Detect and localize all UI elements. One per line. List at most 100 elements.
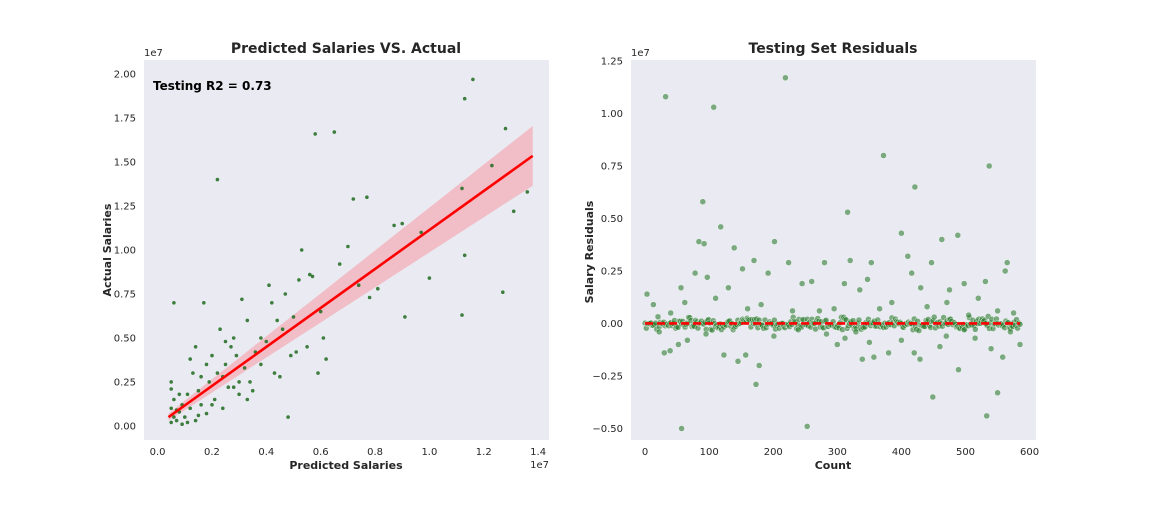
right-x-tick-label: 400 [892, 447, 911, 458]
left-x-ticks: 0.0 0.2 0.4 0.6 0.8 1.0 1.2 1.4 [150, 447, 546, 458]
data-point [490, 163, 494, 168]
data-point [169, 380, 173, 384]
residual-point [938, 236, 945, 243]
data-point [280, 327, 285, 332]
data-point [240, 297, 244, 302]
data-point [223, 362, 228, 367]
residual-point [876, 305, 883, 312]
residual-point [771, 238, 778, 245]
left-x-tick-label: 0.2 [204, 447, 220, 458]
right-x-tick-label: 100 [700, 447, 719, 458]
right-y-tick-label: 0.50 [601, 214, 623, 225]
data-point [245, 318, 250, 323]
residual-point [936, 343, 944, 350]
left-y-tick-label: 1.75 [114, 114, 136, 125]
residual-point [999, 353, 1006, 361]
data-point [313, 132, 318, 136]
left-chart-title: Predicted Salaries VS. Actual [231, 41, 461, 57]
left-y-tick-label: 2.00 [114, 70, 136, 81]
data-point [471, 77, 475, 82]
left-y-tick-label: 0.50 [114, 333, 136, 344]
data-point [196, 388, 201, 393]
data-point [460, 313, 464, 317]
data-point [215, 371, 220, 375]
data-point [286, 415, 290, 419]
data-point [462, 96, 467, 101]
data-point [234, 353, 239, 358]
data-point [270, 301, 274, 305]
data-point [267, 283, 271, 288]
residual-point [704, 274, 711, 281]
data-point [501, 290, 505, 295]
data-point [212, 397, 217, 402]
confidence-band [168, 126, 533, 421]
residual-point [856, 286, 863, 294]
residual-point [1002, 267, 1009, 275]
residual-point [734, 358, 742, 365]
left-y-tick-label: 0.00 [114, 421, 136, 432]
residual-point [808, 278, 815, 285]
right-x-axis-label: Count [815, 459, 852, 472]
data-point [169, 406, 173, 411]
right-x-tick-label: 500 [956, 447, 975, 458]
data-point [231, 385, 236, 390]
data-point [332, 130, 337, 134]
residual-point [859, 356, 866, 363]
residual-point [650, 301, 657, 308]
residual-point [971, 335, 979, 342]
predicted-vs-actual-chart: 0.0 0.2 0.4 0.6 0.8 1.0 1.2 1.4 0.00 0.25 0.50 0.7… [101, 41, 549, 472]
data-point [202, 301, 206, 305]
residual-point [744, 305, 751, 312]
residual-point [880, 152, 887, 159]
residual-point [1010, 309, 1017, 317]
data-point [210, 353, 214, 358]
left-y-ticks: 0.00 0.25 0.50 0.75 1.00 1.25 1.50 1.75 2.00 [114, 70, 136, 433]
residual-point [885, 349, 892, 357]
left-y-tick-label: 0.75 [114, 289, 136, 300]
residual-point [943, 332, 950, 340]
residual-point [654, 313, 662, 320]
residual-point [667, 309, 674, 317]
data-point [237, 380, 241, 384]
residual-point [943, 299, 951, 306]
residual-point [955, 366, 962, 373]
data-point [367, 295, 372, 300]
data-point [210, 403, 214, 407]
residual-point [841, 335, 849, 342]
residual-point [844, 208, 851, 216]
left-y-axis-label: Actual Salaries [101, 203, 114, 296]
right-y-tick-label: 1.25 [601, 57, 623, 68]
data-point [172, 415, 176, 419]
left-y-tick-label: 0.25 [114, 377, 136, 388]
regression-line-layer [167, 154, 534, 419]
residual-point [954, 232, 961, 239]
residual-point [1004, 259, 1011, 266]
left-y-offset-label: 1e7 [144, 48, 163, 59]
right-x-tick-label: 300 [828, 447, 847, 458]
data-point [215, 177, 220, 182]
residual-point [739, 265, 746, 273]
data-point [337, 262, 342, 266]
residual-point [868, 259, 875, 266]
residual-point [975, 295, 982, 302]
residual-point [908, 269, 915, 277]
data-point [191, 371, 195, 375]
residual-point [821, 259, 828, 266]
residual-point [764, 269, 772, 277]
residual-point [986, 162, 993, 170]
left-x-offset-label: 1e7 [530, 460, 549, 471]
right-y-tick-label: −0.50 [592, 424, 623, 435]
residual-point [961, 280, 968, 287]
data-point [199, 403, 203, 407]
residual-point [1016, 341, 1024, 348]
data-point [318, 309, 323, 314]
right-x-tick-label: 600 [1020, 447, 1039, 458]
data-point [291, 315, 296, 319]
residual-point [756, 362, 763, 369]
residual-point [972, 326, 979, 333]
residual-point [917, 284, 924, 291]
residual-point [643, 290, 651, 298]
residual-point [675, 341, 682, 348]
data-point [272, 371, 277, 375]
